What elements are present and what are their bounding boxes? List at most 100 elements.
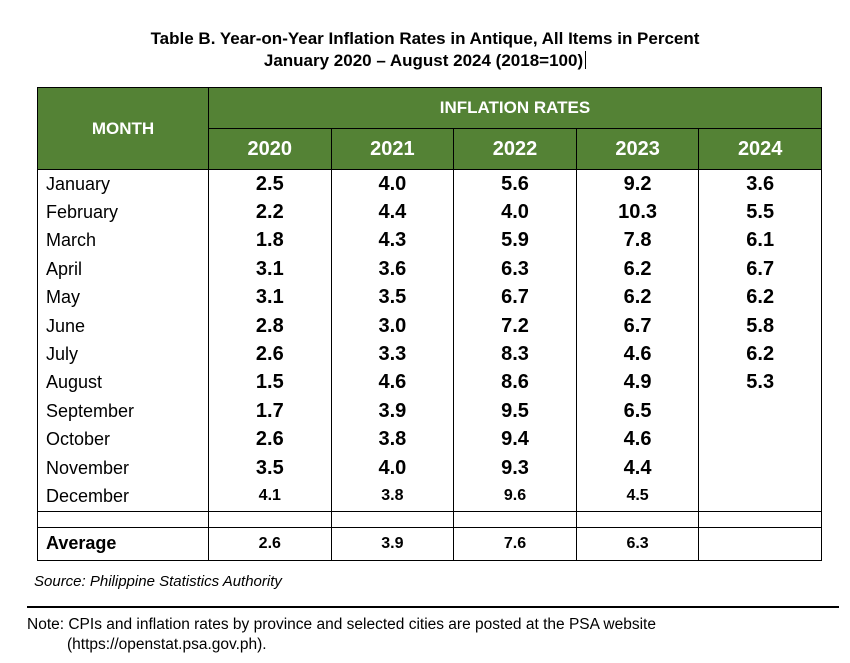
rate-cell: 6.7 [698, 255, 822, 284]
rate-cell: 4.6 [575, 425, 700, 454]
rate-cell [698, 482, 822, 512]
footnote-url: (https://openstat.psa.gov.ph). [67, 636, 267, 653]
rate-cell: 8.3 [453, 340, 577, 369]
text-cursor [585, 51, 587, 69]
rate-cell: 4.4 [330, 198, 455, 227]
table-row: March 1.8 4.3 5.9 7.8 6.1 [37, 226, 822, 256]
rate-cell: 8.6 [453, 368, 577, 398]
rate-cell: 5.8 [698, 311, 822, 341]
average-row: Average 2.6 3.9 7.6 6.3 [37, 527, 822, 561]
rate-cell: 4.0 [330, 453, 455, 483]
rate-cell: 6.2 [575, 255, 700, 284]
rate-cell: 9.4 [453, 425, 577, 454]
rate-cell: 5.9 [453, 226, 577, 256]
rate-cell: 4.9 [575, 368, 700, 398]
table-row: November 3.5 4.0 9.3 4.4 [37, 453, 822, 483]
rate-cell: 6.7 [575, 311, 700, 341]
average-cell: 7.6 [453, 527, 577, 561]
empty-cell [453, 511, 577, 528]
table-row: December 4.1 3.8 9.6 4.5 [37, 482, 822, 512]
source-note: Source: Philippine Statistics Authority [34, 573, 282, 590]
rate-cell: 3.1 [208, 283, 332, 312]
empty-cell [575, 511, 700, 528]
table-row: August 1.5 4.6 8.6 4.9 5.3 [37, 368, 822, 398]
empty-cell [37, 511, 209, 528]
month-cell: May [37, 283, 209, 312]
rate-cell: 3.6 [330, 255, 455, 284]
rate-cell: 10.3 [575, 198, 700, 227]
rate-cell: 9.5 [453, 397, 577, 426]
inflation-table: MONTH INFLATION RATES 2020 2021 2022 202… [37, 87, 822, 561]
rate-cell: 4.3 [330, 226, 455, 256]
month-cell: November [37, 453, 209, 483]
month-cell: December [37, 482, 209, 512]
rate-cell: 3.3 [330, 340, 455, 369]
rate-cell: 2.6 [208, 340, 332, 369]
average-cell: 2.6 [208, 527, 332, 561]
rate-cell: 3.5 [208, 453, 332, 483]
rate-cell: 6.2 [698, 283, 822, 312]
rate-cell: 9.2 [575, 169, 700, 199]
footnote-line1: Note: CPIs and inflation rates by provin… [27, 616, 656, 633]
table-row: April 3.1 3.6 6.3 6.2 6.7 [37, 255, 822, 284]
rate-cell [698, 425, 822, 454]
rate-cell [698, 397, 822, 426]
spacer-row [37, 511, 822, 528]
table-subtitle: January 2020 – August 2024 (2018=100) [0, 50, 850, 72]
empty-cell [330, 511, 455, 528]
table-row: September 1.7 3.9 9.5 6.5 [37, 397, 822, 426]
rate-cell: 2.6 [208, 425, 332, 454]
rate-cell: 6.7 [453, 283, 577, 312]
footnote: Note: CPIs and inflation rates by provin… [27, 615, 656, 655]
divider [27, 606, 839, 608]
month-cell: June [37, 311, 209, 341]
table-title: Table B. Year-on-Year Inflation Rates in… [150, 29, 700, 48]
rate-cell: 3.9 [330, 397, 455, 426]
rate-cell: 4.5 [575, 482, 700, 512]
header-month: MONTH [37, 87, 209, 170]
rate-cell: 5.3 [698, 368, 822, 398]
average-cell [698, 527, 822, 561]
average-label: Average [37, 527, 209, 561]
rate-cell: 5.5 [698, 198, 822, 227]
month-cell: February [37, 198, 209, 227]
rate-cell: 5.6 [453, 169, 577, 199]
rate-cell: 4.6 [575, 340, 700, 369]
rate-cell: 2.5 [208, 169, 332, 199]
month-cell: October [37, 425, 209, 454]
table-row: May 3.1 3.5 6.7 6.2 6.2 [37, 283, 822, 312]
rate-cell: 1.7 [208, 397, 332, 426]
month-cell: April [37, 255, 209, 284]
table-body: January 2.5 4.0 5.6 9.2 3.6 February 2.2 4.4 4.0 1… [37, 169, 822, 561]
rate-cell: 6.2 [698, 340, 822, 369]
table-row: February 2.2 4.4 4.0 10.3 5.5 [37, 198, 822, 227]
rate-cell: 3.6 [698, 169, 822, 199]
rate-cell: 1.8 [208, 226, 332, 256]
month-cell: March [37, 226, 209, 256]
rate-cell: 4.1 [208, 482, 332, 512]
table-row: July 2.6 3.3 8.3 4.6 6.2 [37, 340, 822, 369]
rate-cell: 9.3 [453, 453, 577, 483]
rate-cell: 7.8 [575, 226, 700, 256]
rate-cell: 6.1 [698, 226, 822, 256]
header-year: 2023 [575, 128, 700, 170]
rate-cell: 1.5 [208, 368, 332, 398]
rate-cell: 4.6 [330, 368, 455, 398]
header-year: 2020 [208, 128, 332, 170]
rate-cell: 2.8 [208, 311, 332, 341]
empty-cell [698, 511, 822, 528]
rate-cell: 3.5 [330, 283, 455, 312]
table-row: June 2.8 3.0 7.2 6.7 5.8 [37, 311, 822, 341]
rate-cell: 6.3 [453, 255, 577, 284]
average-cell: 3.9 [330, 527, 455, 561]
rate-cell: 4.0 [330, 169, 455, 199]
table-row: October 2.6 3.8 9.4 4.6 [37, 425, 822, 454]
month-cell: January [37, 169, 209, 199]
rate-cell: 2.2 [208, 198, 332, 227]
table-row: January 2.5 4.0 5.6 9.2 3.6 [37, 169, 822, 199]
rate-cell: 6.5 [575, 397, 700, 426]
empty-cell [208, 511, 332, 528]
header-inflation-rates: INFLATION RATES [208, 87, 822, 129]
rate-cell [698, 453, 822, 483]
rate-cell: 3.0 [330, 311, 455, 341]
